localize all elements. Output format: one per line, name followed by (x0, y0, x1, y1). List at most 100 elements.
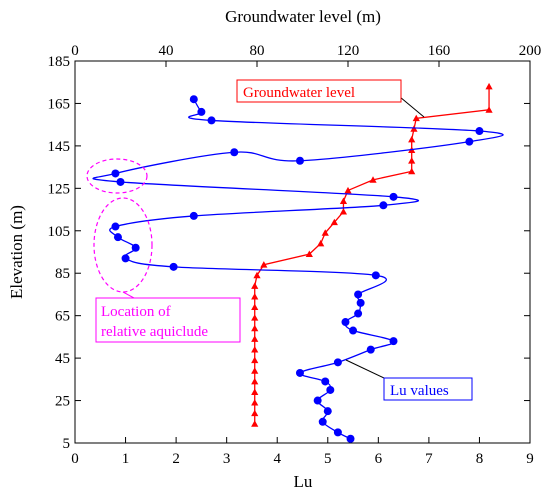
lu-values-point (131, 243, 140, 252)
lu-values-point (189, 95, 198, 104)
groundwater-level-point (251, 388, 259, 395)
groundwater-level-point (305, 250, 313, 258)
lu-values-point (116, 177, 125, 186)
lu-values-point (313, 396, 322, 405)
lu-leader-line (345, 359, 385, 379)
groundwater-level-point (251, 314, 259, 321)
lu-annotation: Lu values (345, 359, 473, 401)
lu-values-point (169, 262, 178, 271)
groundwater-level-point (251, 324, 259, 332)
left-tick-label: 5 (63, 436, 71, 452)
lu-values-point (321, 377, 330, 386)
aquiclude-ellipse-upper (86, 158, 148, 194)
groundwater-level-point (251, 303, 259, 311)
aquiclude-ellipse-lower (93, 197, 153, 293)
lu-values-point (346, 434, 355, 443)
lu-values-point (341, 318, 350, 327)
groundwater-level-point (251, 292, 259, 300)
lu-label: Lu values (390, 383, 449, 399)
aquiclude-label-line2: relative aquiclude (101, 324, 208, 340)
groundwater-level-point (344, 186, 352, 194)
bottom-tick-label: 1 (122, 451, 130, 467)
groundwater-level-point (251, 377, 259, 385)
top-tick-label: 80 (250, 43, 265, 59)
lu-values-point (356, 298, 365, 307)
lu-values-point (121, 254, 130, 263)
lu-values-point (323, 407, 332, 416)
groundwater-level-point (321, 229, 329, 236)
left-tick-label: 125 (48, 181, 71, 197)
lu-values-point (389, 337, 398, 346)
lu-values-point (475, 127, 484, 136)
lu-values-point (197, 107, 206, 116)
bottom-tick-label: 2 (172, 451, 180, 467)
top-tick-label: 200 (519, 43, 542, 59)
bottom-axis-title: Lu (294, 472, 313, 491)
top-tick-label: 160 (428, 43, 451, 59)
lu-values-point (379, 201, 388, 210)
bottom-tick-label: 4 (273, 451, 281, 467)
groundwater-label: Groundwater level (243, 85, 355, 101)
aquiclude-label-box (95, 297, 241, 343)
lu-values-point (295, 368, 304, 377)
bottom-tick-label: 8 (476, 451, 484, 467)
left-tick-label: 165 (48, 96, 71, 112)
lu-values-point (111, 169, 120, 178)
lu-values-point (366, 345, 375, 354)
lu-values-point (333, 358, 342, 367)
lu-values-point (230, 148, 239, 157)
lu-values-point (465, 137, 474, 146)
groundwater-level-point (317, 239, 325, 247)
lu-values-point (295, 156, 304, 165)
groundwater-level-point (485, 106, 493, 113)
left-axis-title: Elevation (m) (7, 205, 26, 299)
lu-values-point (207, 116, 216, 125)
groundwater-level-point (253, 271, 261, 279)
left-tick-label: 145 (48, 139, 71, 155)
groundwater-level-point (251, 335, 259, 342)
groundwater-level-point (260, 261, 268, 268)
top-tick-label: 40 (159, 43, 174, 59)
groundwater-level-point (412, 114, 420, 122)
bottom-tick-label: 3 (223, 451, 231, 467)
groundwater-annotation: Groundwater level (236, 79, 425, 118)
left-tick-label: 65 (55, 309, 70, 325)
top-tick-label: 0 (71, 43, 79, 59)
lu-values-point (326, 385, 335, 394)
aquiclude-leader-line (122, 291, 135, 299)
groundwater-level-point (408, 157, 416, 164)
groundwater-level-line (254, 86, 490, 424)
bottom-tick-label: 5 (324, 451, 332, 467)
groundwater-leader-line (399, 96, 425, 118)
lu-values-point (354, 309, 363, 318)
lu-values-point (354, 290, 363, 299)
groundwater-level-point (408, 135, 416, 143)
left-tick-label: 85 (55, 266, 70, 282)
bottom-tick-label: 7 (425, 451, 433, 467)
aquiclude-label-line1: Location of (101, 304, 171, 320)
groundwater-level-point (408, 167, 416, 175)
groundwater-level-point (339, 208, 348, 215)
groundwater-level-point (251, 346, 259, 353)
groundwater-level-point (339, 197, 348, 204)
groundwater-level-point (330, 218, 338, 226)
top-tick-label: 120 (337, 43, 360, 59)
groundwater-level-point (251, 399, 259, 406)
lu-values-point (333, 428, 342, 437)
lu-values-point (349, 326, 358, 335)
groundwater-level-point (251, 367, 259, 374)
left-tick-label: 25 (55, 394, 70, 410)
plot-frame (74, 60, 531, 444)
groundwater-level-point (251, 356, 259, 364)
axis-ticks (74, 60, 531, 444)
tick-labels: 0 1 2 3 4 5 6 7 8 90 40 80 120 160 2005254565851051251… (48, 43, 542, 467)
groundwater-level-point (485, 82, 493, 90)
lu-values-point (371, 271, 380, 280)
lu-values-point (113, 233, 122, 242)
lu-values-point (111, 222, 120, 231)
left-tick-label: 45 (55, 351, 70, 367)
bottom-tick-label: 9 (526, 451, 534, 467)
groundwater-level-point (251, 409, 259, 417)
lu-values-point (318, 417, 327, 426)
